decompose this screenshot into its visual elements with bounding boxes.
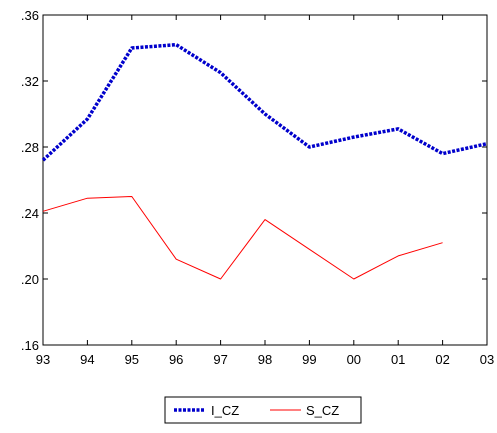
y-tick-label: .24 — [21, 206, 39, 221]
legend-label-i-cz: I_CZ — [211, 403, 239, 418]
y-tick-label: .28 — [21, 140, 39, 155]
y-tick-label: .36 — [21, 8, 39, 23]
x-tick-label: 00 — [347, 352, 361, 367]
legend-label-s-cz: S_CZ — [306, 403, 339, 418]
y-tick-label: .32 — [21, 74, 39, 89]
series-layer — [41, 42, 488, 280]
x-tick-label: 01 — [391, 352, 405, 367]
x-tick-label: 95 — [125, 352, 139, 367]
x-axis: 93 94 95 96 97 98 99 00 01 02 03 — [36, 15, 494, 367]
series-line-i-cz — [41, 42, 488, 162]
x-tick-label: 03 — [480, 352, 494, 367]
y-tick-label: .16 — [21, 338, 39, 353]
y-axis: .16 .20 .24 .28 .32 .36 — [21, 8, 487, 353]
x-tick-label: 97 — [213, 352, 227, 367]
legend: I_CZ S_CZ — [164, 396, 362, 424]
x-tick-label: 94 — [80, 352, 94, 367]
y-tick-label: .20 — [21, 272, 39, 287]
series-line-s-cz — [42, 196, 443, 280]
x-tick-label: 99 — [302, 352, 316, 367]
x-tick-label: 93 — [36, 352, 50, 367]
x-tick-label: 02 — [435, 352, 449, 367]
x-tick-label: 96 — [169, 352, 183, 367]
plot-frame — [42, 14, 488, 346]
x-tick-label: 98 — [258, 352, 272, 367]
